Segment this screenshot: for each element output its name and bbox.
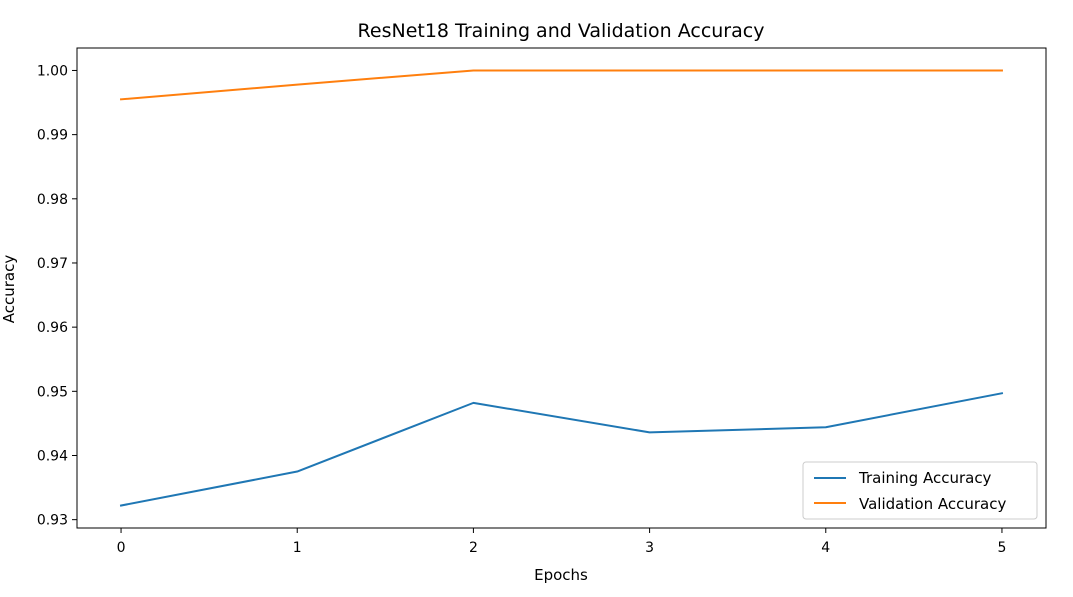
legend: Training Accuracy Validation Accuracy: [802, 461, 1038, 520]
legend-label-training: Training Accuracy: [858, 469, 992, 487]
x-tick-label: 1: [293, 540, 302, 556]
y-tick-label: 0.97: [37, 256, 68, 272]
y-tick-label: 0.94: [37, 448, 68, 464]
y-tick-label: 0.99: [37, 128, 68, 144]
x-tick-label: 5: [997, 540, 1006, 556]
x-tick-label: 3: [645, 540, 654, 556]
x-tick-label: 0: [117, 540, 126, 556]
legend-label-validation: Validation Accuracy: [859, 495, 1006, 513]
y-tick-label: 0.93: [37, 513, 68, 529]
x-axis: 0 1 2 3 4 5: [117, 528, 1006, 556]
series-line-training: [119, 392, 1004, 507]
series-line-validation: [119, 69, 1003, 101]
y-axis-label: Accuracy: [0, 255, 18, 324]
y-tick-label: 0.98: [37, 192, 68, 208]
y-tick-label: 1.00: [37, 63, 68, 79]
x-tick-label: 2: [469, 540, 478, 556]
x-axis-label: Epochs: [534, 566, 588, 584]
plot-frame: [76, 47, 1047, 529]
chart-title: ResNet18 Training and Validation Accurac…: [358, 20, 765, 42]
y-tick-label: 0.95: [37, 384, 68, 400]
x-tick-label: 4: [821, 540, 830, 556]
y-tick-label: 0.96: [37, 320, 68, 336]
legend-box: [802, 461, 1038, 520]
y-axis: 0.93 0.94 0.95 0.96 0.97 0.98 0.99 1.00: [37, 63, 77, 529]
series-layer: [119, 69, 1004, 507]
